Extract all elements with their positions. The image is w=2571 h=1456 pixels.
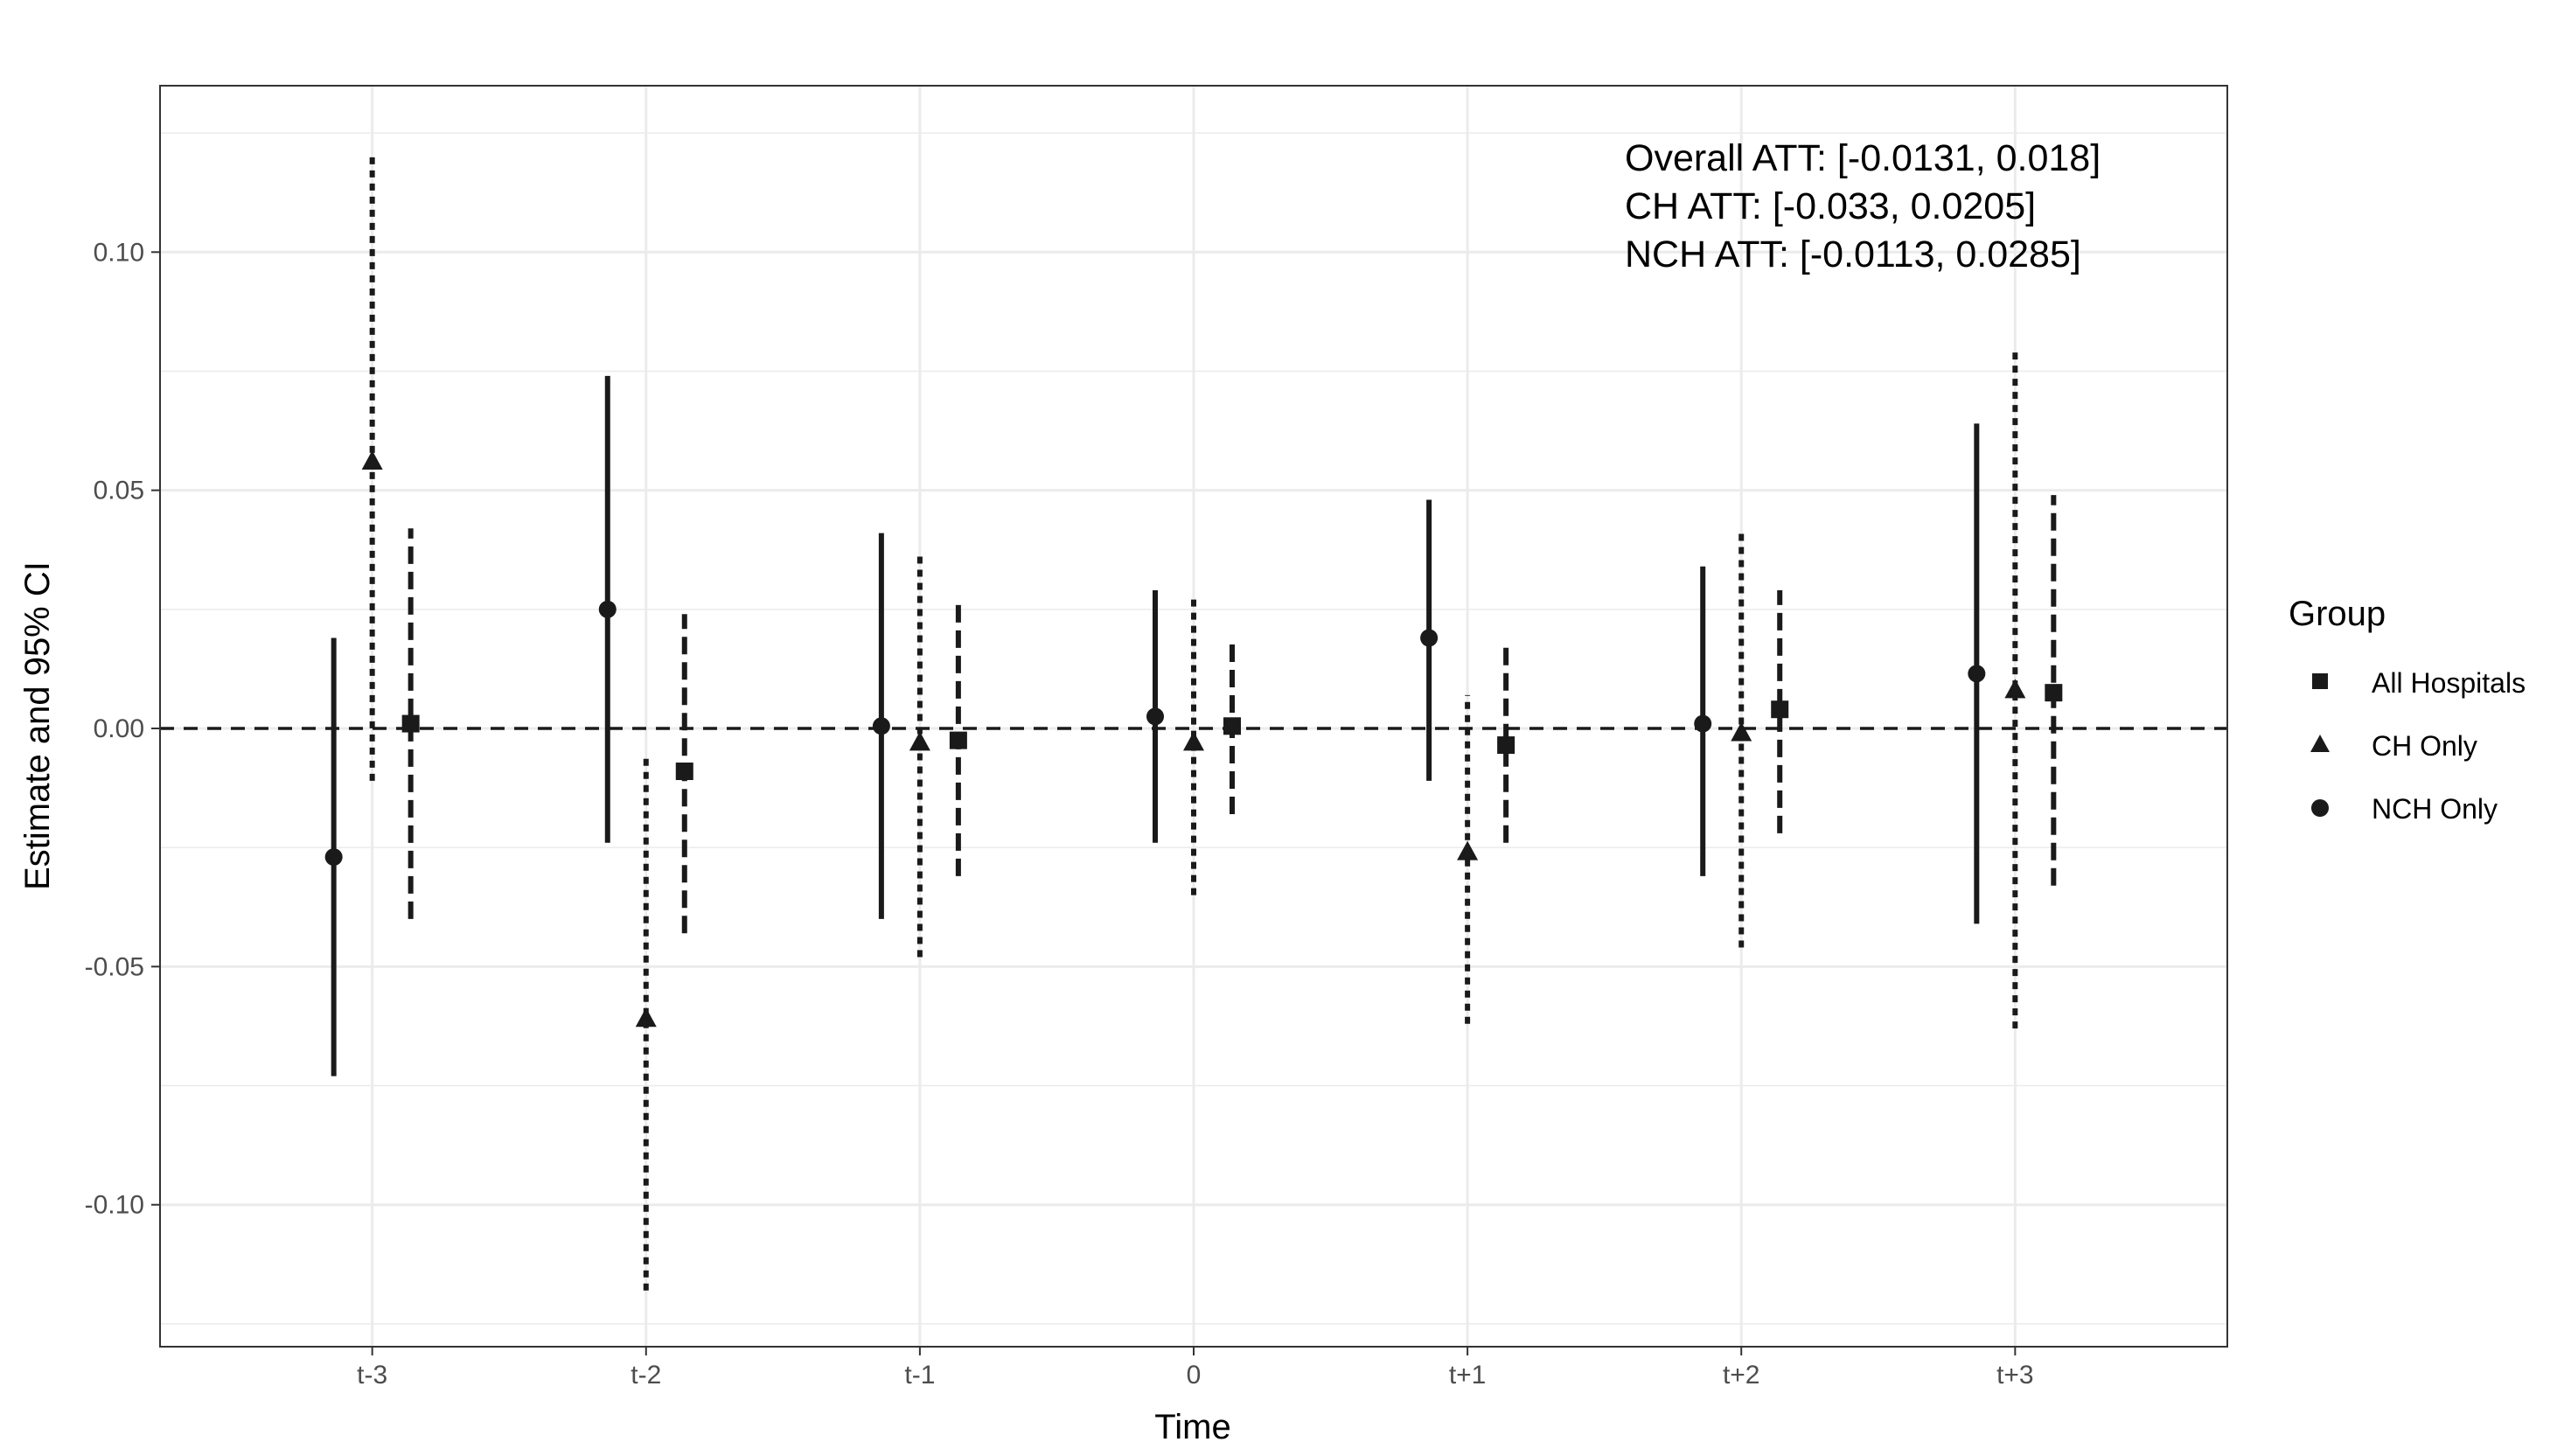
x-tick-label: t+2 — [1723, 1361, 1760, 1390]
legend-circle-icon — [2311, 799, 2329, 817]
y-tick-label: 0.05 — [94, 477, 144, 505]
point-estimate-circle — [1694, 714, 1712, 733]
point-estimate-square — [949, 731, 967, 749]
point-estimate-triangle — [1457, 840, 1479, 860]
grid — [160, 86, 2227, 1347]
annotation-nch-att: NCH ATT: [-0.0113, 0.0285] — [1625, 233, 2081, 275]
point-estimate-circle — [872, 717, 890, 735]
x-tick-label: t-1 — [904, 1361, 935, 1390]
x-tick-label: t+1 — [1449, 1361, 1487, 1390]
x-axis-title: Time — [1154, 1408, 1230, 1446]
point-estimate-circle — [1968, 665, 1986, 683]
y-tick-label: 0.10 — [94, 238, 144, 267]
point-estimate-square — [1771, 700, 1789, 719]
point-estimate-circle — [324, 848, 343, 867]
legend-title: Group — [2289, 595, 2386, 633]
x-tick-label: t-3 — [357, 1361, 387, 1390]
y-tick-label: -0.05 — [85, 952, 144, 981]
plot-marks — [324, 151, 2063, 1291]
point-estimate-square — [1497, 736, 1515, 755]
x-tick-label: 0 — [1187, 1361, 1202, 1390]
legend-square-icon — [2312, 673, 2328, 689]
y-axis-title: Estimate and 95% CI — [18, 561, 57, 890]
legend-label-all-hospitals: All Hospitals — [2372, 667, 2526, 699]
point-estimate-square — [1223, 717, 1241, 735]
point-estimate-circle — [1420, 629, 1439, 647]
point-estimate-triangle — [909, 731, 930, 751]
annotation-overall-att: Overall ATT: [-0.0131, 0.018] — [1625, 137, 2101, 179]
series-all-hospitals — [401, 495, 2063, 934]
legend-triangle-icon — [2310, 735, 2330, 752]
legend: Group All Hospitals CH Only NCH Only — [2289, 595, 2526, 825]
legend-label-nch-only: NCH Only — [2372, 793, 2498, 825]
x-tick-label: t-2 — [631, 1361, 661, 1390]
x-tick-label: t+3 — [1996, 1361, 2034, 1390]
y-tick-label: -0.10 — [85, 1191, 144, 1220]
series-ch-only — [361, 151, 2026, 1291]
point-estimate-square — [2045, 684, 2063, 702]
point-estimate-square — [401, 714, 420, 733]
point-estimate-triangle — [1731, 721, 1752, 742]
legend-label-ch-only: CH Only — [2372, 730, 2477, 762]
y-tick-label: 0.00 — [94, 714, 144, 743]
point-estimate-triangle — [1183, 731, 1204, 751]
point-estimate-circle — [598, 600, 617, 618]
point-estimate-triangle — [635, 1007, 657, 1028]
axes: -0.10 -0.05 0.00 0.05 0.10 t-3 t-2 t-1 0 t+1 t+2 t+… — [85, 238, 2034, 1390]
point-estimate-triangle — [2004, 679, 2026, 699]
point-estimate-triangle — [361, 449, 383, 470]
series-nch-only — [324, 375, 1986, 1076]
point-estimate-square — [675, 763, 693, 781]
point-estimate-circle — [1146, 707, 1164, 726]
annotation-ch-att: CH ATT: [-0.033, 0.0205] — [1625, 185, 2036, 227]
